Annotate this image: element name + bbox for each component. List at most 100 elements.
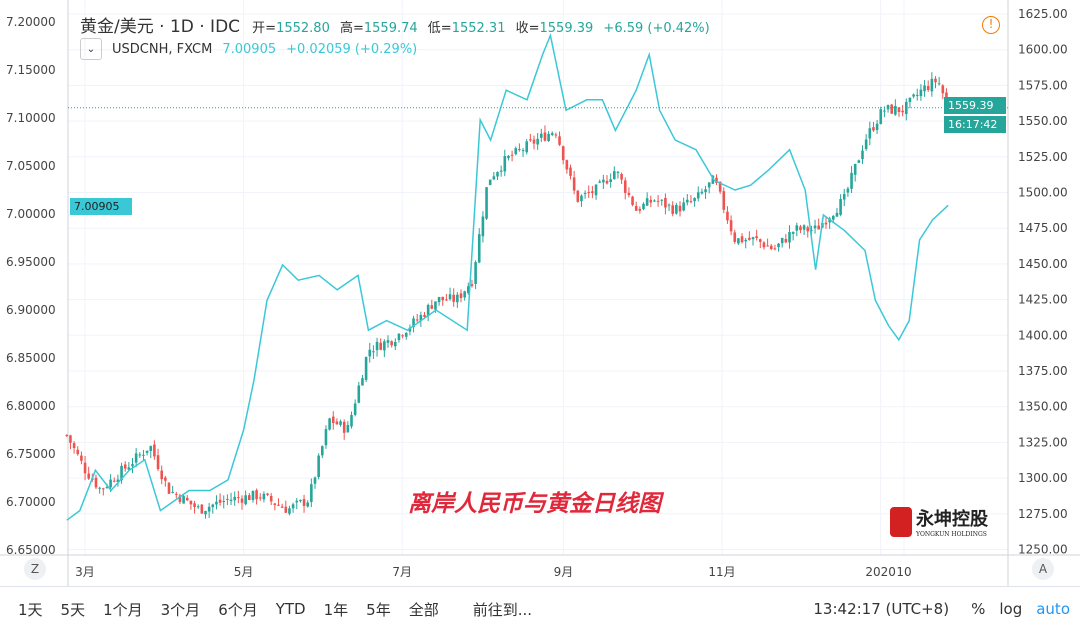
candle-body [587, 191, 591, 193]
candle-body [430, 305, 434, 309]
candle-body [634, 205, 638, 211]
open-value: 1552.80 [276, 21, 330, 36]
candle-body [890, 104, 893, 114]
candle-body [773, 248, 777, 250]
overlay-symbol[interactable]: USDCNH, FXCM [112, 41, 213, 57]
candle-body [467, 286, 470, 294]
log-button[interactable]: log [999, 600, 1023, 618]
candle-body [718, 181, 722, 192]
range-1y[interactable]: 1年 [323, 600, 349, 619]
bottom-toolbar: 1天 5天 1个月 3个月 6个月 YTD 1年 5年 全部 前往到... 13… [0, 586, 1080, 631]
right-tick-label: 1575.00 [1018, 78, 1068, 92]
zoom-reset-button[interactable]: Z [24, 558, 46, 580]
candle-body [784, 238, 788, 243]
candle-body [580, 195, 583, 202]
candle-body [503, 156, 507, 172]
candle-body [452, 294, 455, 302]
candle-body [883, 110, 886, 112]
right-tick-label: 1450.00 [1018, 257, 1068, 271]
auto-scale-button[interactable]: A [1032, 558, 1054, 580]
range-ytd[interactable]: YTD [275, 600, 306, 618]
x-tick-label: 9月 [554, 565, 574, 579]
candle-body [277, 504, 280, 506]
candle-body [565, 160, 569, 170]
range-5y[interactable]: 5年 [366, 600, 391, 619]
candle-body [485, 187, 488, 219]
candle-body [328, 418, 331, 430]
high-label: 高= [339, 21, 364, 36]
candle-body [310, 484, 313, 502]
symbol-title[interactable]: 黄金/美元 · 1D · IDC [80, 17, 241, 37]
candle-body [740, 236, 744, 243]
candle-body [678, 205, 682, 212]
range-3m[interactable]: 3个月 [160, 600, 201, 619]
candle-body [171, 491, 174, 493]
open-label: 开= [252, 21, 277, 36]
candle-body [791, 232, 795, 234]
candle-body [693, 197, 696, 202]
clock[interactable]: 13:42:17 (UTC+8) [813, 600, 950, 618]
range-1m[interactable]: 1个月 [103, 600, 143, 619]
candle-body [656, 200, 660, 202]
candle-body [905, 101, 908, 114]
candle-body [671, 205, 674, 214]
candle-body [569, 167, 572, 176]
candle-body [802, 225, 806, 230]
candle-body [682, 202, 685, 211]
candle-body [842, 194, 846, 200]
candle-body [576, 190, 580, 202]
right-tick-label: 1250.00 [1018, 543, 1068, 557]
candle-body [645, 198, 649, 206]
candle-body [627, 192, 631, 195]
range-1d[interactable]: 1天 [18, 600, 43, 619]
candle-body [488, 179, 492, 186]
candle-body [729, 220, 733, 232]
candle-body [696, 192, 700, 199]
candle-body [926, 86, 930, 90]
candle-body [342, 421, 346, 433]
candle-body [248, 495, 251, 501]
right-tick-label: 1600.00 [1018, 43, 1068, 57]
candle-body [372, 351, 375, 353]
candle-body [229, 499, 233, 502]
warning-icon[interactable]: ! [982, 16, 1000, 34]
logo: 永坤控股 YONGKUN HOLDINGS [890, 505, 988, 538]
candle-body [908, 97, 912, 103]
candle-body [419, 314, 423, 321]
candle-body [707, 182, 711, 188]
candle-body [258, 497, 262, 499]
left-tick-label: 7.15000 [6, 63, 56, 77]
percent-button[interactable]: % [971, 600, 986, 618]
candle-body [255, 490, 258, 500]
high-value: 1559.74 [363, 21, 418, 36]
collapse-legend-button[interactable]: ⌄ [80, 38, 102, 60]
candle-body [602, 179, 605, 183]
candle-body [434, 301, 437, 310]
goto-button[interactable]: 前往到... [472, 600, 533, 619]
candle-body [375, 341, 379, 351]
candle-body [463, 291, 466, 298]
right-tick-label: 1350.00 [1018, 400, 1068, 414]
candle-body [930, 78, 934, 92]
auto-button[interactable]: auto [1036, 600, 1070, 618]
candle-body [361, 378, 364, 386]
candle-body [715, 177, 718, 183]
candle-body [437, 297, 441, 303]
range-5d[interactable]: 5天 [60, 600, 86, 619]
range-all[interactable]: 全部 [408, 600, 439, 619]
candle-body [689, 201, 693, 203]
left-tick-label: 6.65000 [6, 543, 56, 557]
candle-body [222, 501, 226, 503]
candle-body [368, 349, 372, 357]
candle-body [817, 225, 820, 230]
candle-body [733, 232, 737, 242]
candle-body [737, 238, 740, 244]
countdown-label: 16:17:42 [944, 116, 1006, 133]
candle-body [156, 455, 160, 470]
candle-body [131, 464, 134, 467]
candle-body [134, 453, 138, 463]
range-6m[interactable]: 6个月 [218, 600, 258, 619]
candle-body [532, 139, 536, 144]
chart-canvas[interactable]: 1625.00 1600.00 1575.00 1550.00 1525.00 1500.… [0, 0, 1080, 586]
candle-body [722, 191, 726, 210]
